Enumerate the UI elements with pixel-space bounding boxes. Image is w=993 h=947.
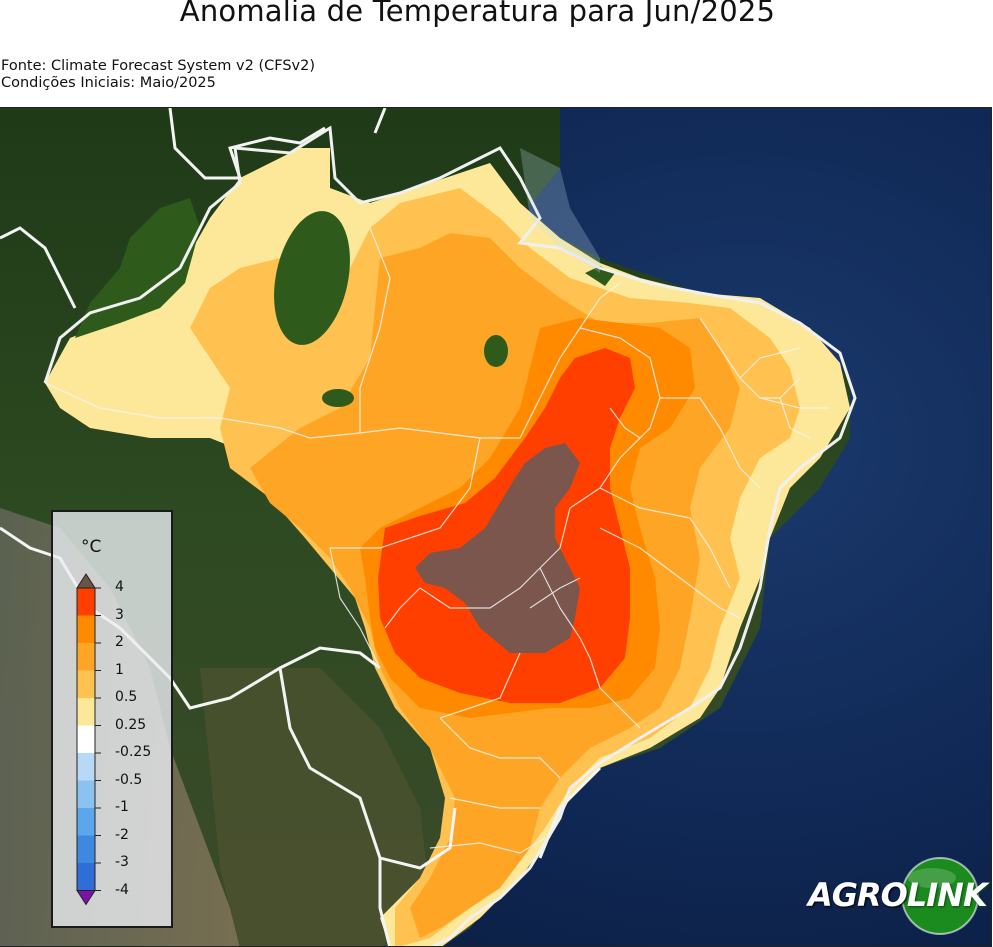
colorbar-tick-label: 0.5 xyxy=(115,689,138,705)
source-model: Fonte: Climate Forecast System v2 (CFSv2… xyxy=(1,58,315,74)
colorbar-segment xyxy=(77,725,95,753)
colorbar-tick-label: -0.5 xyxy=(115,771,143,788)
chaco-region xyxy=(200,668,430,946)
legend: °C 4 3 2 1 0.5 0.25 -0.25 -0.5 -1 -2 -3 -4 xyxy=(51,510,173,928)
legend-unit: °C xyxy=(81,537,102,557)
colorbar-segment xyxy=(77,615,95,643)
logo-text-agro: AGRO xyxy=(808,876,908,914)
colorbar-tick-label: -4 xyxy=(115,881,129,898)
legend-colorbar xyxy=(76,573,101,906)
logo-text: AGROLINK xyxy=(808,876,988,914)
colorbar-segment xyxy=(77,863,95,891)
anomaly-near-zero-acre xyxy=(75,198,200,338)
anomaly-near-zero-para xyxy=(484,335,508,367)
anomaly-above-4 xyxy=(415,443,580,653)
anomaly-near-zero-amazonas xyxy=(274,211,350,345)
colorbar-tick-label: 4 xyxy=(115,579,124,595)
colorbar-tick-label: 3 xyxy=(115,606,124,623)
colorbar-segment xyxy=(77,670,95,698)
colorbar-tick-label: -3 xyxy=(115,854,129,870)
colorbar-over-arrow xyxy=(76,573,96,589)
colorbar-under-arrow xyxy=(76,890,96,906)
logo-text-link: LINK xyxy=(906,876,988,914)
brazil-outline xyxy=(43,125,857,946)
colorbar-segment xyxy=(77,753,95,781)
map-title: Anomalia de Temperatura para Jun/2025 xyxy=(179,0,776,28)
colorbar-segment xyxy=(77,808,95,836)
source-initial-conditions: Condições Iniciais: Maio/2025 xyxy=(1,75,216,91)
colorbar-segment xyxy=(77,643,95,671)
colorbar-tick-label: 2 xyxy=(115,634,124,650)
state-borders xyxy=(44,227,830,854)
colorbar-tick-label: 0.25 xyxy=(115,716,147,733)
anomaly-map xyxy=(0,108,991,946)
colorbar-segment xyxy=(77,780,95,808)
source-info: Fonte: Climate Forecast System v2 (CFSv2… xyxy=(1,58,315,92)
colorbar-outline xyxy=(76,587,96,891)
anomaly-near-zero-amapa xyxy=(322,389,354,407)
colorbar-tick-label: -2 xyxy=(115,826,129,843)
agrolink-logo-graphic xyxy=(901,857,979,935)
colorbar-segment xyxy=(77,698,95,726)
colorbar-segment xyxy=(77,588,95,616)
colorbar-tick-label: -0.25 xyxy=(115,744,152,760)
logo-green-circle xyxy=(902,858,978,934)
map-area xyxy=(0,107,992,947)
agrolink-logo: AGROLINK xyxy=(806,856,988,936)
colorbar-tick-label: -1 xyxy=(115,799,129,815)
coastal-shelf xyxy=(520,148,600,273)
colorbar-segment xyxy=(77,835,95,863)
colorbar-tick-label: 1 xyxy=(115,661,124,678)
